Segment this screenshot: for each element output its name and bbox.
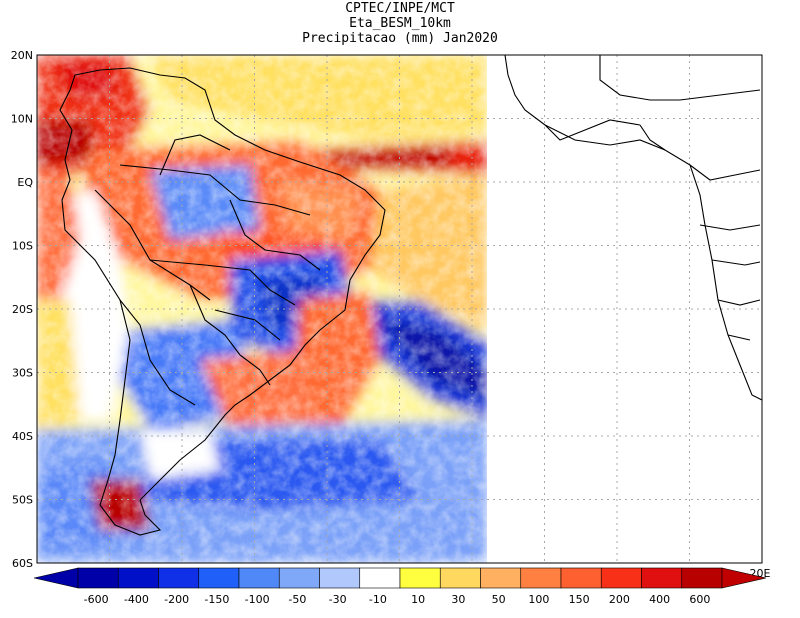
plot-frame <box>36 54 763 564</box>
colorbar-label: 400 <box>649 593 670 606</box>
lat-label: 10N <box>11 113 33 126</box>
colorbar-swatch <box>641 567 683 589</box>
colorbar-label: 150 <box>569 593 590 606</box>
colorbar-swatch <box>439 567 481 589</box>
colorbar-swatch <box>158 567 200 589</box>
colorbar-swatch <box>681 567 723 589</box>
colorbar-swatch <box>117 567 159 589</box>
coastlines <box>59 55 762 536</box>
colorbar-label: 50 <box>492 593 506 606</box>
lat-label: EQ <box>17 176 33 189</box>
colorbar-label: -30 <box>329 593 347 606</box>
colorbar-label: -50 <box>288 593 306 606</box>
colorbar-swatch <box>480 567 522 589</box>
colorbar-label: -10 <box>369 593 387 606</box>
colorbar-label: 10 <box>411 593 425 606</box>
colorbar-swatch <box>238 567 280 589</box>
lat-label: 40S <box>12 430 33 443</box>
colorbar-swatch <box>600 567 642 589</box>
colorbar-label: -150 <box>204 593 229 606</box>
lat-label: 60S <box>12 557 33 570</box>
colorbar-swatch <box>520 567 562 589</box>
title-line-3: Precipitacao (mm) Jan2020 <box>302 31 498 46</box>
colorbar-swatch <box>560 567 602 589</box>
colorbar-label: -600 <box>84 593 109 606</box>
lat-label: 20S <box>12 303 33 316</box>
colorbar-swatch <box>399 567 441 589</box>
title-line-2: Eta_BESM_10km <box>349 16 451 31</box>
lat-label: 20N <box>11 49 33 62</box>
colorbar-swatch <box>319 567 361 589</box>
colorbar-label: 100 <box>528 593 549 606</box>
colorbar-label: -400 <box>124 593 149 606</box>
lat-label: 50S <box>12 494 33 507</box>
colorbar-swatch <box>198 567 240 589</box>
colorbar-label: 600 <box>689 593 710 606</box>
latitude-labels: 20N 10N EQ 10S 20S 30S 40S 50S 60S <box>11 49 34 570</box>
colorbar-label: 200 <box>609 593 630 606</box>
lat-label: 30S <box>12 367 33 380</box>
colorbar: -600 -400 -200 -150 -100 -50 -30 -10 10 30 50 100 15… <box>33 567 767 606</box>
colorbar-label: -200 <box>164 593 189 606</box>
colorbar-label: -100 <box>245 593 270 606</box>
precip-field <box>37 55 762 563</box>
colorbar-swatch <box>278 567 320 589</box>
colorbar-arrow-left <box>33 567 79 589</box>
colorbar-arrow-right <box>721 567 767 589</box>
colorbar-swatch <box>77 567 119 589</box>
title-line-1: CPTEC/INPE/MCT <box>345 1 455 16</box>
lat-label: 10S <box>12 240 33 253</box>
colorbar-swatch <box>359 567 401 589</box>
colorbar-label: 30 <box>451 593 465 606</box>
